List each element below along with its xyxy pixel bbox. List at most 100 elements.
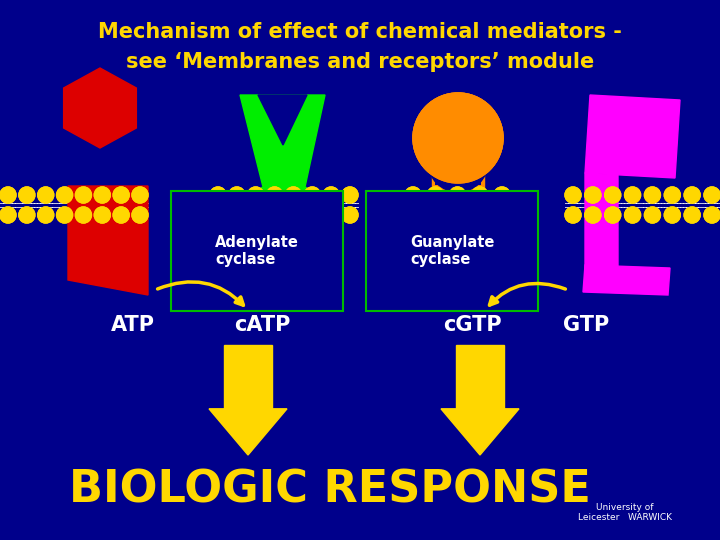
Polygon shape [441,409,519,455]
Circle shape [449,207,466,223]
Circle shape [494,207,510,223]
Circle shape [624,207,641,223]
Text: University of
Leicester   WARWICK: University of Leicester WARWICK [578,503,672,522]
Circle shape [229,207,245,223]
Circle shape [585,187,601,203]
Circle shape [323,187,339,203]
Circle shape [565,187,581,203]
Circle shape [37,207,54,223]
Polygon shape [585,173,618,285]
Circle shape [210,207,226,223]
Circle shape [427,187,444,203]
Text: see ‘Membranes and receptors’ module: see ‘Membranes and receptors’ module [126,52,594,72]
Circle shape [472,207,487,223]
Circle shape [305,187,320,203]
Circle shape [266,187,282,203]
Circle shape [449,207,466,223]
Circle shape [229,187,245,203]
Circle shape [605,207,621,223]
Circle shape [342,207,358,223]
Circle shape [266,207,282,223]
Circle shape [684,187,700,203]
Text: GTP: GTP [563,315,609,335]
Circle shape [76,187,91,203]
Circle shape [684,207,700,223]
Circle shape [323,207,339,223]
Circle shape [248,187,264,203]
Circle shape [342,187,358,203]
Polygon shape [583,265,670,295]
Circle shape [472,187,487,203]
Circle shape [494,207,510,223]
Circle shape [132,207,148,223]
Circle shape [427,187,444,203]
Circle shape [229,187,245,203]
Circle shape [684,187,700,203]
Circle shape [113,187,129,203]
Circle shape [342,207,358,223]
Circle shape [665,207,680,223]
Polygon shape [258,95,307,145]
Circle shape [210,187,226,203]
Circle shape [413,93,503,183]
Circle shape [405,187,421,203]
Circle shape [624,187,641,203]
Circle shape [565,207,581,223]
Circle shape [472,207,487,223]
Circle shape [494,187,510,203]
Circle shape [0,187,16,203]
Circle shape [472,187,487,203]
Circle shape [285,187,302,203]
Circle shape [113,207,129,223]
Polygon shape [68,186,148,215]
Circle shape [624,187,641,203]
Polygon shape [261,223,306,285]
Text: ATP: ATP [111,315,155,335]
Circle shape [405,207,421,223]
Circle shape [285,207,302,223]
Text: Adenylate
cyclase: Adenylate cyclase [215,235,299,267]
Circle shape [113,187,129,203]
Circle shape [323,207,339,223]
Circle shape [57,207,73,223]
Circle shape [665,187,680,203]
Circle shape [248,187,264,203]
Circle shape [113,207,129,223]
Polygon shape [68,200,148,295]
Text: cGTP: cGTP [443,315,501,335]
Circle shape [57,187,73,203]
Circle shape [248,207,264,223]
Circle shape [94,207,110,223]
Circle shape [37,207,54,223]
Circle shape [248,207,264,223]
Circle shape [427,207,444,223]
Circle shape [37,187,54,203]
Circle shape [665,207,680,223]
Circle shape [285,187,302,203]
Circle shape [285,207,302,223]
Circle shape [704,207,720,223]
Circle shape [19,207,35,223]
Circle shape [94,187,110,203]
Circle shape [644,187,660,203]
Circle shape [428,132,488,192]
Circle shape [684,207,700,223]
Circle shape [405,187,421,203]
Circle shape [94,207,110,223]
Circle shape [57,207,73,223]
Circle shape [19,207,35,223]
Text: Mechanism of effect of chemical mediators -: Mechanism of effect of chemical mediator… [98,22,622,42]
Polygon shape [261,187,306,223]
Circle shape [266,187,282,203]
Circle shape [449,187,466,203]
Circle shape [132,187,148,203]
Circle shape [210,207,226,223]
Circle shape [19,187,35,203]
Circle shape [305,207,320,223]
Circle shape [266,207,282,223]
Circle shape [449,187,466,203]
Polygon shape [240,95,325,187]
Circle shape [76,207,91,223]
Polygon shape [456,345,504,409]
Circle shape [585,187,601,203]
